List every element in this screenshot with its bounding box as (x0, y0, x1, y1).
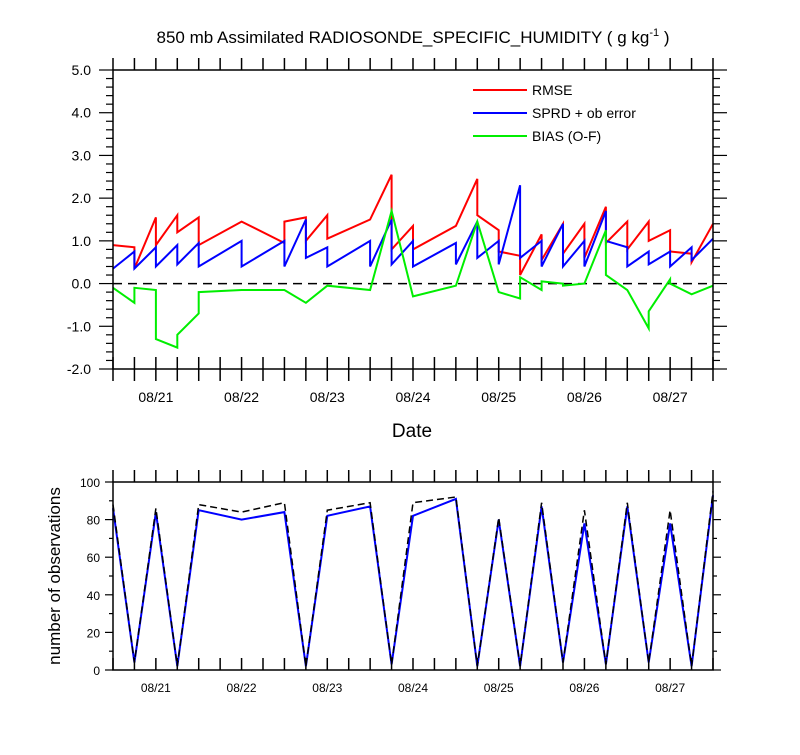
bottom-y-tick-label-0: 0 (93, 664, 100, 678)
bottom-chart-axes: 08/21 08/22 08/23 08/24 08/25 08/26 08/27 0 20 40… (80, 470, 721, 695)
top-y-tick-label-3-0: 3.0 (72, 147, 92, 163)
top-y-tick-label-2-0: -2.0 (67, 361, 91, 377)
top-y-tick-label-1-0: 1.0 (72, 233, 92, 249)
top-chart-legend: RMSE SPRD + ob error BIAS (O-F) (473, 82, 636, 144)
bottom-y-tick-label-100: 100 (80, 476, 100, 490)
bottom-y-tick-label-20: 20 (87, 626, 101, 640)
bottom-series-possible (112, 491, 714, 667)
top-chart-axes: 08/21 08/22 08/23 08/24 08/25 08/26 08/27 -2.0 -… (67, 58, 727, 405)
bottom-y-tick-label-60: 60 (87, 551, 101, 565)
top-x-tick-label-08-27: 08/27 (653, 389, 688, 405)
bottom-x-tick-label-08-21: 08/21 (141, 681, 171, 695)
bottom-x-tick-label-08-27: 08/27 (655, 681, 685, 695)
legend-label-sprd-ob-error: SPRD + ob error (532, 105, 636, 121)
top-y-tick-label-0-0: 0.0 (72, 276, 92, 292)
top-y-tick-label-4-0: 4.0 (72, 105, 92, 121)
top-y-tick-label-5-0: 5.0 (72, 62, 92, 78)
bottom-y-tick-label-40: 40 (87, 589, 101, 603)
top-y-tick-label-2-0: 2.0 (72, 190, 92, 206)
x-axis-label: Date (392, 421, 432, 442)
top-x-tick-label-08-24: 08/24 (395, 389, 430, 405)
top-x-tick-label-08-26: 08/26 (567, 389, 602, 405)
top-x-tick-label-08-22: 08/22 (224, 389, 259, 405)
bottom-x-tick-label-08-23: 08/23 (312, 681, 342, 695)
chart-title-exponent: -1 (649, 27, 659, 39)
top-x-tick-label-08-21: 08/21 (138, 389, 173, 405)
top-x-tick-label-08-25: 08/25 (481, 389, 516, 405)
bottom-series-assimilated (112, 495, 714, 667)
y-axis-label-observations: number of observations (45, 487, 64, 665)
bottom-x-tick-label-08-22: 08/22 (227, 681, 257, 695)
top-series-rmse (112, 174, 714, 276)
chart-title-main: 850 mb Assimilated RADIOSONDE_SPECIFIC_H… (157, 28, 650, 47)
legend-label-bias-o-f: BIAS (O-F) (532, 128, 601, 144)
bottom-y-tick-label-80: 80 (87, 514, 101, 528)
chart-title-close: ) (659, 28, 669, 47)
bottom-x-tick-label-08-26: 08/26 (569, 681, 599, 695)
top-series-bias-o-f (112, 207, 714, 350)
bottom-chart-series (112, 491, 714, 667)
top-x-tick-label-08-23: 08/23 (310, 389, 345, 405)
top-series-sprd-ob-error (112, 185, 714, 271)
bottom-x-tick-label-08-24: 08/24 (398, 681, 428, 695)
top-y-tick-label-1-0: -1.0 (67, 318, 91, 334)
legend-label-rmse: RMSE (532, 82, 572, 98)
top-chart-series (112, 174, 714, 350)
chart-title: 850 mb Assimilated RADIOSONDE_SPECIFIC_H… (157, 27, 670, 47)
bottom-x-tick-label-08-25: 08/25 (484, 681, 514, 695)
